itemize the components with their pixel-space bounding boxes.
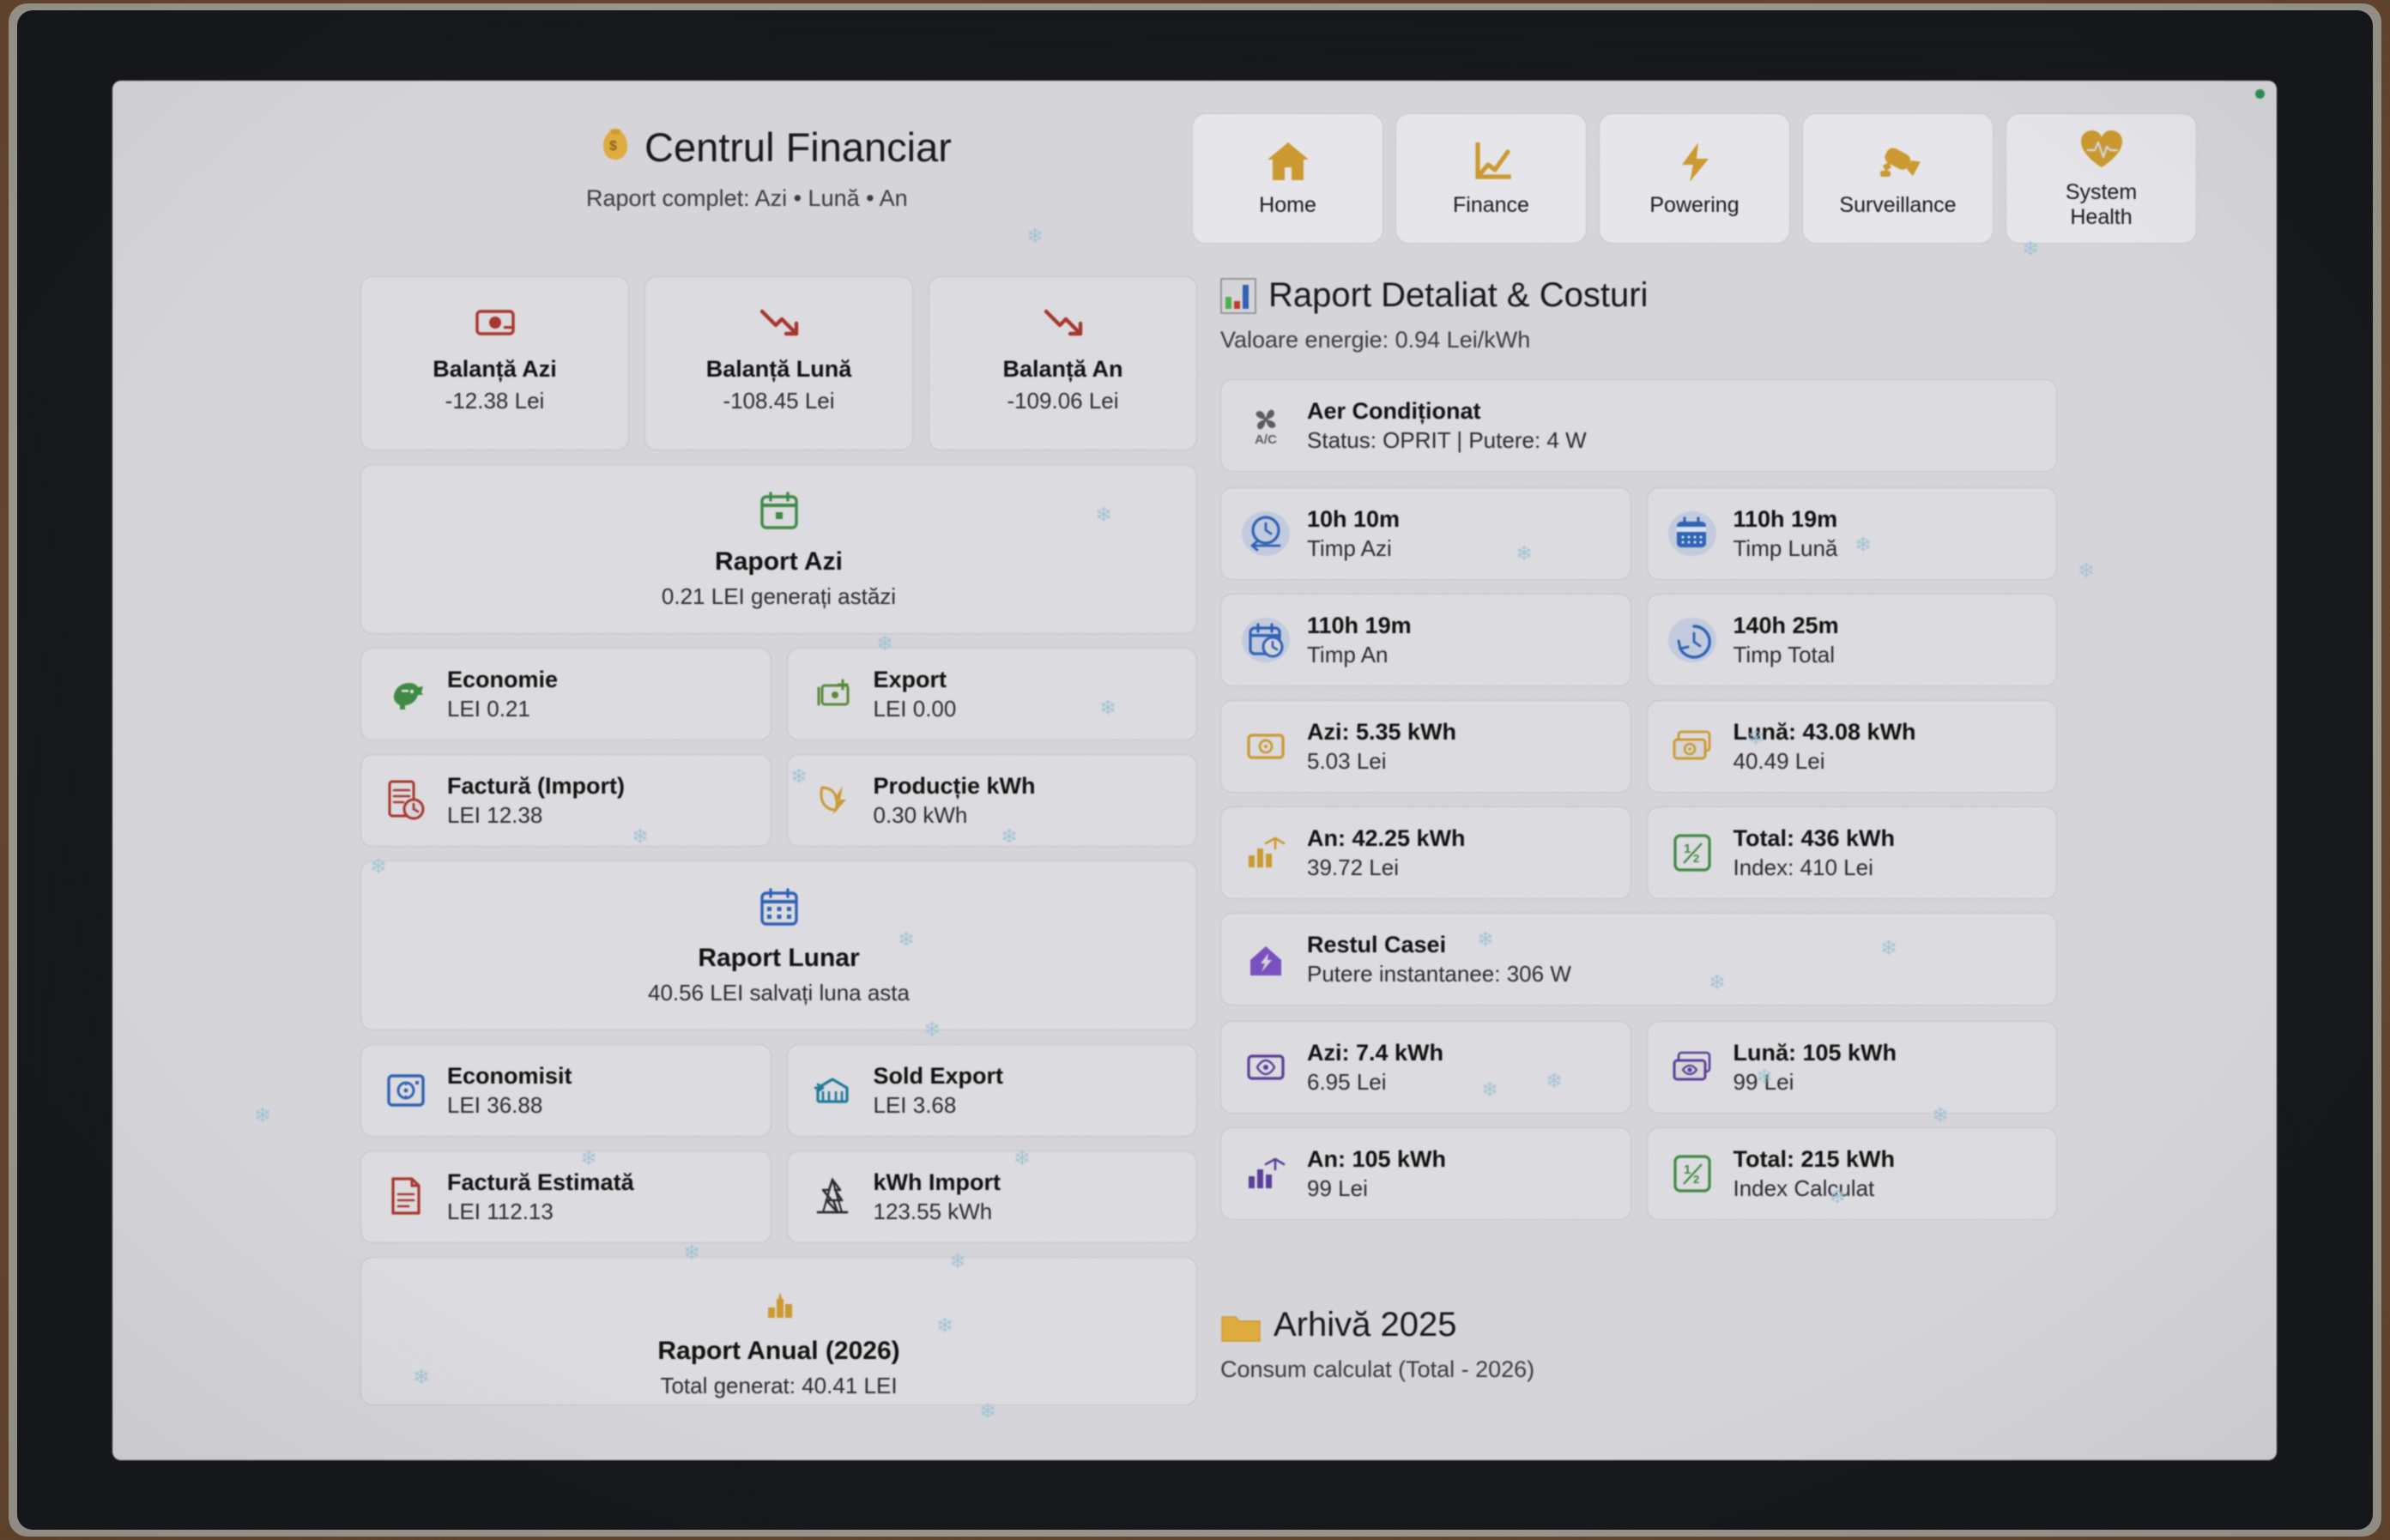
svg-text:1: 1 [1684,842,1691,856]
svg-text:2: 2 [1693,852,1699,865]
svg-text:2: 2 [1693,1173,1699,1186]
svg-text:$: $ [609,139,617,154]
svg-text:1: 1 [1684,1163,1691,1177]
